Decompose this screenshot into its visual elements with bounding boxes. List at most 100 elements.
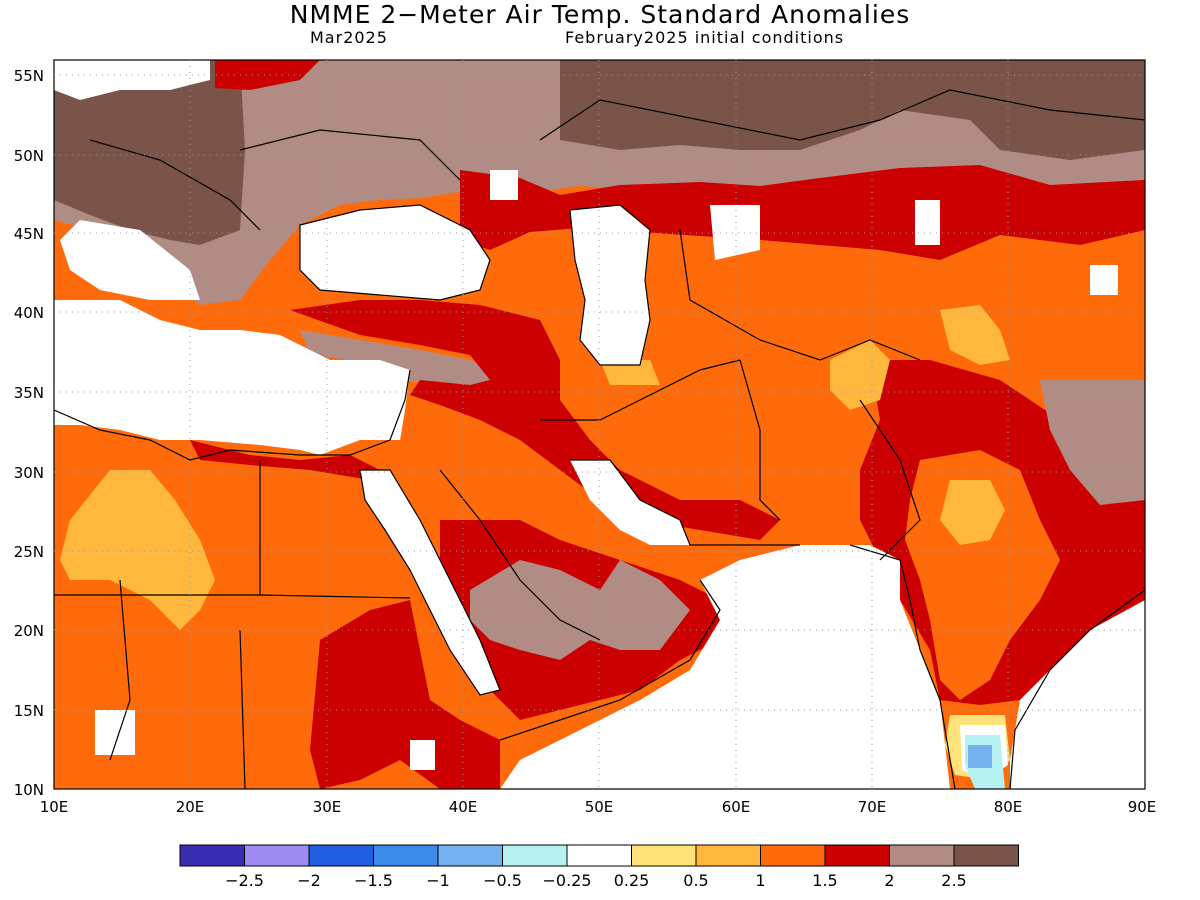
aral-white-patch [710,205,760,260]
country-border-8 [859,399,921,561]
colorbar-label: −2.5 [225,871,264,890]
colorbar-swatch [760,844,826,867]
libya-anomaly-0.5-1-region [60,470,215,630]
colorbar-label: 0.5 [683,871,708,890]
initial-conditions: February2025 initial conditions [565,28,845,47]
mediterranean-sea [54,300,410,455]
black-sea [300,205,490,300]
y-tick-label: 30N [14,464,44,482]
top-red-patch [215,60,320,90]
y-axis-labels: 55N 50N 45N 40N 35N 30N 25N 20N 15N 10N [14,67,44,799]
colorbar-swatch [566,844,632,867]
y-tick-label: 15N [14,702,44,720]
country-border-2 [259,594,411,599]
red-sea [360,470,500,695]
colorbar-label: 0.25 [614,871,650,890]
country-border-4 [239,629,246,789]
colorbar-swatch [953,844,1019,867]
x-tick-label: 50E [585,798,614,816]
y-tick-label: 25N [14,543,44,561]
colorbar-label: −0.5 [483,871,522,890]
india-west-coastline [849,544,956,789]
y-tick-label: 55N [14,67,44,85]
arabian-sea [500,545,950,789]
black-sea-coastline [299,204,491,301]
x-tick-label: 60E [722,798,751,816]
balkhash-white-patch [915,200,940,245]
small-white-patch-2 [410,740,435,770]
colorbar-label: −1 [426,871,450,890]
himalaya-anomaly-2-2.5-region [1040,380,1145,505]
colorbar-swatch [502,844,568,867]
y-tick-label: 35N [14,384,44,402]
persian-gulf [570,460,690,545]
colorbar-swatch [889,844,955,867]
colorbar-label: 1.5 [812,871,837,890]
x-tick-label: 10E [40,798,69,816]
x-tick-label: 40E [449,798,478,816]
colorbar-label: −2 [297,871,321,890]
colorbar-swatch [631,844,697,867]
y-tick-label: 20N [14,622,44,640]
colorbar-swatch [179,844,245,867]
anomaly-field [54,60,1145,789]
coastlines-and-borders [54,89,1145,789]
caspian-sea [570,205,650,365]
northafrica-coast-anomaly-1.5-2-region [190,440,380,480]
colorbar-swatch [824,844,890,867]
colorbar-label: −1.5 [354,871,393,890]
y-tick-label: 45N [14,225,44,243]
south-india-anomaly-minus-1-region [968,745,992,768]
bay-of-bengal [1010,600,1145,789]
colorbar-label: 2.5 [941,871,966,890]
mediterranean-coastline [54,369,411,461]
y-tick-label: 40N [14,304,44,322]
colorbar-swatch [244,844,310,867]
adriatic-white-patch [60,220,200,300]
east-africa-anomaly-1.5-2-region [310,600,500,789]
afghan-anomaly-0.5-1-region [830,340,890,410]
country-border-12 [439,469,601,641]
country-border-9 [239,129,461,181]
mideast-anomaly-1.5-2-region [290,300,780,540]
india-east-coastline [1009,589,1145,789]
arabia-south-coastline [499,579,721,741]
north-anomaly-above-2.5-region [54,60,245,245]
colorbar-label: 1 [755,871,765,890]
y-tick-label: 10N [14,781,44,799]
x-tick-label: 90E [1128,798,1157,816]
x-tick-label: 70E [858,798,887,816]
colorbar-label: −0.25 [542,871,591,890]
country-border-10 [89,139,261,231]
colorbar-swatches [179,844,1019,867]
colorbar: −2.5 −2 −1.5 −1 −0.5 −0.25 0.25 0.5 1 1.… [179,844,1019,890]
x-axis-labels: 10E 20E 30E 40E 50E 60E 70E 80E 90E [40,798,1157,816]
india-anomaly-0.5-1-region [940,480,1005,545]
colorbar-labels: −2.5 −2 −1.5 −1 −0.5 −0.25 0.25 0.5 1 1.… [225,871,967,890]
x-tick-label: 20E [176,798,205,816]
central-asia-anomaly-1.5-2-region [460,165,1145,260]
colorbar-label: 2 [884,871,894,890]
country-border-3 [109,579,131,761]
caucasus-anomaly-2-2.5-region [300,330,500,390]
caspian-coastline [569,204,651,366]
x-tick-label: 30E [313,798,342,816]
colorbar-swatch [437,844,503,867]
kazakh-anomaly-0.5-1-region [940,305,1010,365]
colorbar-swatch [373,844,439,867]
country-border-11 [539,89,1145,141]
gulf-coastline [570,459,800,546]
northeast-anomaly-above-2.5-region [560,60,1145,160]
small-white-patch-3 [95,710,135,755]
country-border-6 [739,359,781,521]
country-border-7 [540,359,741,421]
colorbar-swatch [308,844,374,867]
country-border-5 [679,229,921,361]
small-white-patch-4 [490,170,518,200]
north-white-patch [54,60,210,100]
red-sea-coastline [359,469,501,696]
x-tick-label: 80E [994,798,1023,816]
colorbar-swatch [695,844,761,867]
map-title: NMME 2−Meter Air Temp. Standard Anomalie… [289,0,911,29]
